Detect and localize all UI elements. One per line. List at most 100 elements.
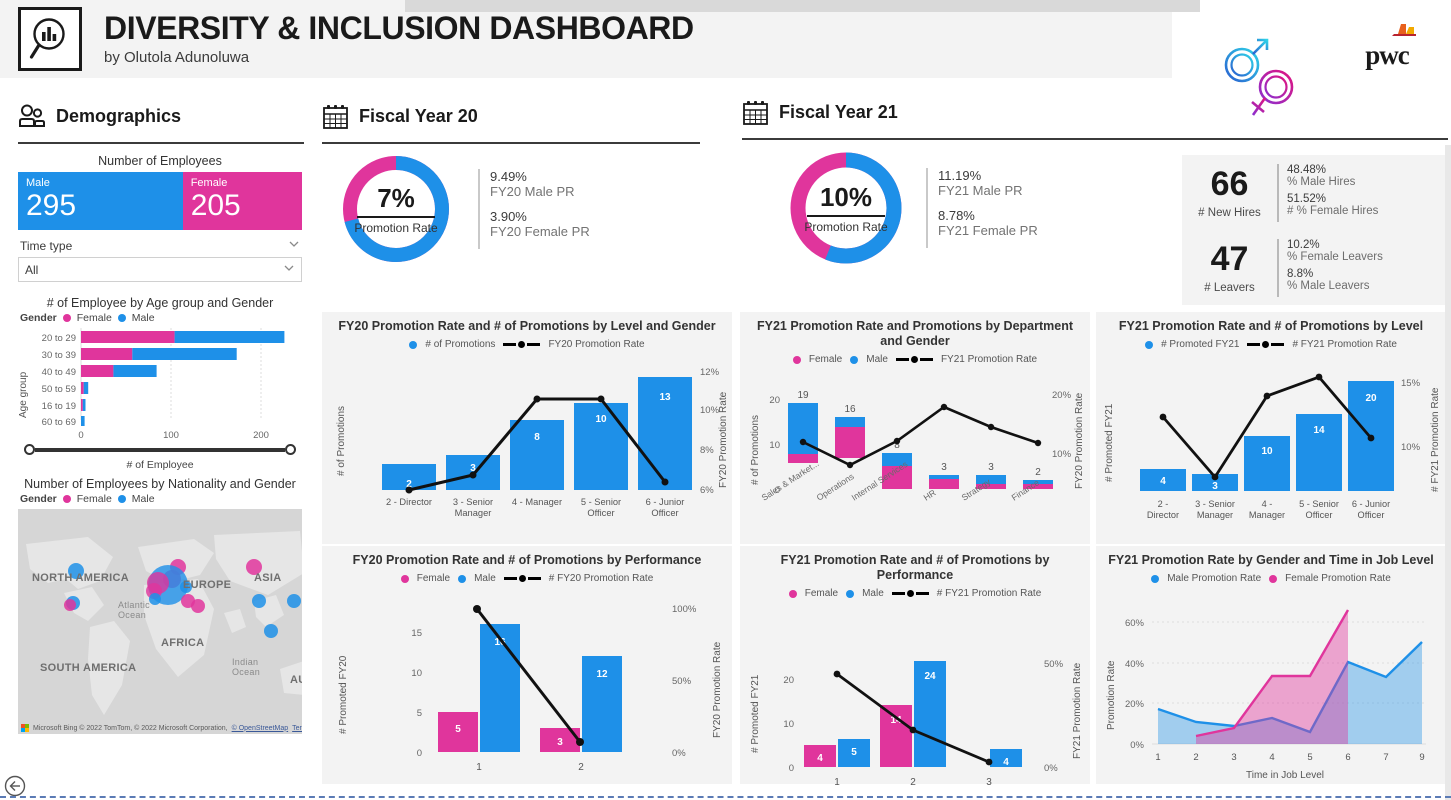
- kpi-leavers[interactable]: 47 # Leavers 10.2% % Female Leavers 8.8%…: [1182, 230, 1446, 305]
- female-leavers-caption: % Female Leavers: [1287, 250, 1383, 263]
- fy21-level-plot[interactable]: 4 3 10 14 20 15% 10% 2 - Director 3 - Se…: [1096, 350, 1446, 540]
- fy20-donut-chart[interactable]: 7% Promotion Rate: [326, 150, 466, 268]
- svg-text:2: 2: [1035, 467, 1041, 478]
- fy21-department-plot[interactable]: 19 16 8 3 3 2 0 10 20 20% 10% Sales & Ma…: [740, 365, 1090, 543]
- svg-text:2 - Director: 2 - Director: [386, 497, 432, 507]
- fy20-header: Fiscal Year 20: [322, 96, 734, 136]
- card-fy21-performance[interactable]: FY21 Promotion Rate and # of Promotions …: [740, 546, 1090, 788]
- new-hires-value: 66: [1210, 164, 1249, 203]
- fy20-perf-legend-line-icon: [503, 575, 541, 582]
- fy20-level-plot[interactable]: 2 3 8 10 13 12% 10% 8% 6% 2 - Director 3…: [322, 350, 732, 535]
- fy21-donut-chart[interactable]: 10% Promotion Rate: [778, 146, 914, 270]
- svg-text:4: 4: [1269, 752, 1274, 763]
- map-legend: Gender Female Male: [18, 493, 302, 505]
- svg-text:Manager: Manager: [455, 508, 492, 518]
- fy20-performance-title: FY20 Promotion Rate and # of Promotions …: [352, 553, 702, 567]
- fy21-level-y2label: # FY21 Promotion Rate: [1430, 387, 1441, 493]
- fy21-level-legend-line-icon: [1247, 341, 1285, 348]
- fy21-level-title: FY21 Promotion Rate and # of Promotions …: [1118, 319, 1424, 333]
- fy21-dept-legend-rate: FY21 Promotion Rate: [940, 354, 1038, 365]
- age-group-chart[interactable]: Age group: [18, 324, 302, 442]
- kpi-panel: 66 # New Hires 48.48% % Male Hires 51.52…: [1182, 155, 1446, 305]
- promotions-legend-dot-icon: [409, 340, 418, 349]
- male-hires-value: 48.48%: [1287, 163, 1327, 176]
- fy21-performance-plot[interactable]: 4 5 14 24 4 0 10 20 0% 50% 1 2 3 # Promo…: [740, 599, 1090, 791]
- fy21-department-title: FY21 Promotion Rate and Promotions by De…: [756, 319, 1073, 348]
- slider-knob-right[interactable]: [285, 444, 296, 455]
- svg-text:50 to 59: 50 to 59: [42, 384, 76, 395]
- svg-text:6 - Junior: 6 - Junior: [646, 497, 685, 507]
- slider-knob-left[interactable]: [24, 444, 35, 455]
- tile-female[interactable]: Female 205: [182, 172, 302, 230]
- leavers-caption: # Leavers: [1204, 281, 1255, 294]
- svg-text:5: 5: [851, 747, 857, 758]
- map-legend-label: Gender: [20, 493, 57, 505]
- page-subtitle: by Olutola Adunoluwa: [104, 49, 250, 67]
- fy21-level-legend: # Promoted FY21 # FY21 Promotion Rate: [1096, 334, 1446, 350]
- back-button[interactable]: [4, 775, 26, 797]
- svg-text:0: 0: [78, 430, 83, 441]
- pwc-wordmark: pwc: [1365, 40, 1410, 70]
- svg-text:20: 20: [769, 395, 780, 406]
- fy21-level-legend-bars: # Promoted FY21: [1161, 339, 1240, 350]
- svg-text:6 - Junior: 6 - Junior: [1352, 499, 1390, 509]
- svg-text:16: 16: [494, 637, 506, 648]
- svg-text:1: 1: [834, 777, 840, 788]
- svg-text:9: 9: [1419, 752, 1424, 763]
- svg-text:3: 3: [986, 777, 992, 788]
- fy21-stats: 11.19% FY21 Male PR 8.78% FY21 Female PR: [926, 168, 1038, 248]
- svg-text:Sales & Market...: Sales & Market...: [760, 458, 821, 502]
- back-arrow-icon: [4, 775, 26, 797]
- kpi-new-hires[interactable]: 66 # New Hires 48.48% % Male Hires 51.52…: [1182, 155, 1446, 230]
- fy20-performance-plot[interactable]: 5 16 3 12 0 5 10 15 0% 50% 100% 1 2 # Pr…: [322, 584, 732, 776]
- svg-text:24: 24: [924, 671, 936, 682]
- map-label-africa: AFRICA: [161, 637, 205, 649]
- svg-text:50%: 50%: [1044, 659, 1064, 670]
- svg-text:HR: HR: [922, 487, 938, 502]
- svg-text:10%: 10%: [700, 405, 720, 416]
- donut-divider: [357, 216, 435, 218]
- fy20-perf-y2label: FY20 Promotion Rate: [712, 641, 723, 738]
- demographics-header: Demographics: [18, 96, 320, 136]
- openstreetmap-link[interactable]: © OpenStreetMap: [231, 724, 289, 732]
- card-fy21-department[interactable]: FY21 Promotion Rate and Promotions by De…: [740, 312, 1090, 544]
- fy21-level-legend-rate: # FY21 Promotion Rate: [1292, 339, 1397, 350]
- slider-track[interactable]: [35, 447, 285, 452]
- section-title-demographics: Demographics: [56, 105, 182, 126]
- brand-area: pwc: [1172, 0, 1451, 145]
- leavers-block: 47 # Leavers: [1182, 242, 1277, 294]
- male-leavers-value: 8.8%: [1287, 267, 1314, 280]
- card-fy20-performance[interactable]: FY20 Promotion Rate and # of Promotions …: [322, 546, 732, 784]
- employees-kpi-title: Number of Employees: [98, 154, 222, 168]
- card-fy21-time-in-level[interactable]: FY21 Promotion Rate by Gender and Time i…: [1096, 546, 1446, 784]
- card-fy21-level[interactable]: FY21 Promotion Rate and # of Promotions …: [1096, 312, 1446, 544]
- male-female-symbols-icon: [1214, 30, 1309, 125]
- fy21-time-plot[interactable]: 0% 20% 40% 60% 1 2 3 4 5 6 7 9 Promotion…: [1096, 584, 1446, 781]
- svg-text:16 to 19: 16 to 19: [42, 401, 76, 412]
- male-legend-dot-icon: [850, 355, 859, 364]
- fy21-time-xlabel: Time in Job Level: [1246, 770, 1324, 781]
- time-type-dropdown[interactable]: All: [18, 257, 302, 282]
- svg-text:2: 2: [910, 777, 916, 788]
- fy21-level-ylabel: # Promoted FY21: [1104, 403, 1115, 482]
- fy21-time-ylabel: Promotion Rate: [1106, 660, 1117, 730]
- svg-text:0%: 0%: [672, 748, 686, 759]
- map-label-south-america: SOUTH AMERICA: [40, 662, 137, 674]
- employee-range-slider[interactable]: [18, 442, 302, 457]
- svg-text:5 - Senior: 5 - Senior: [581, 497, 621, 507]
- terms-link[interactable]: Terms: [292, 724, 302, 732]
- time-type-slicer-header[interactable]: Time type: [18, 230, 302, 257]
- fy20-promotion-rate-value: 7%: [377, 183, 415, 214]
- bing-logo-icon: [21, 724, 29, 732]
- fy21-male-pr-value: 11.19%: [938, 168, 982, 183]
- fy20-level-legend-line-icon: [503, 341, 541, 348]
- map-label-australia: AU: [290, 674, 302, 686]
- fy20-female-pr-caption: FY20 Female PR: [490, 224, 590, 239]
- age-legend-label: Gender: [20, 312, 57, 324]
- card-fy20-level[interactable]: FY20 Promotion Rate and # of Promotions …: [322, 312, 732, 544]
- fy21-perf-ylabel: # Promoted FY21: [750, 674, 761, 753]
- svg-text:Manager: Manager: [1249, 510, 1285, 520]
- tile-male[interactable]: Male 295: [18, 172, 183, 230]
- nationality-map[interactable]: NORTH AMERICA SOUTH AMERICA EUROPE AFRIC…: [18, 509, 302, 734]
- svg-text:10%: 10%: [1052, 449, 1072, 460]
